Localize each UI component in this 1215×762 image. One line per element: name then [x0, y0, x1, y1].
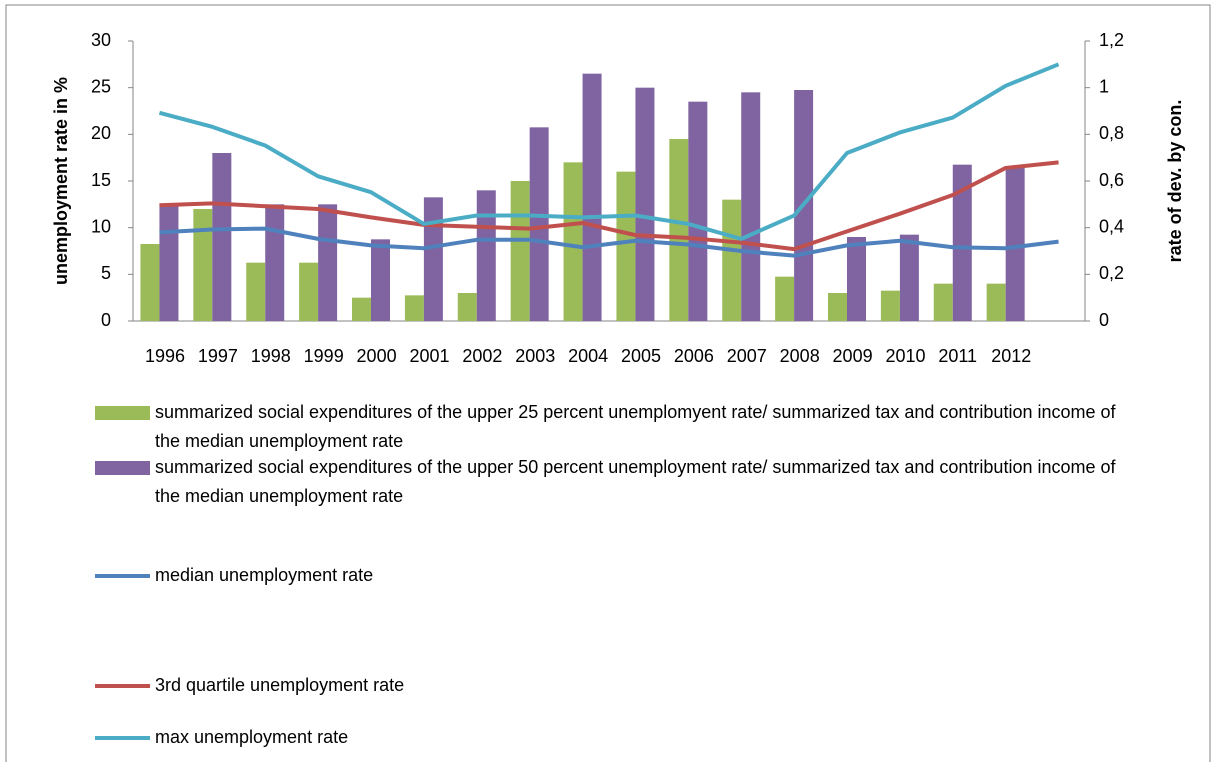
legend-label: median unemployment rate	[155, 565, 374, 585]
x-tick-label: 1997	[198, 346, 238, 366]
line	[159, 226, 1059, 258]
y2-tick-label: 0,6	[1099, 170, 1124, 190]
x-tick-label: 2003	[515, 346, 555, 366]
bar	[140, 244, 160, 321]
bar	[299, 262, 319, 321]
bar	[212, 153, 232, 321]
bar	[476, 190, 496, 321]
bar	[616, 171, 636, 321]
x-tick-label: 2009	[833, 346, 873, 366]
bar	[318, 204, 338, 321]
y2-tick-label: 0,4	[1099, 216, 1124, 236]
chart-frame	[5, 4, 1211, 762]
legend-swatch	[95, 461, 150, 475]
legend-label: 3rd quartile unemployment rate	[155, 675, 405, 695]
x-tick-label: 2005	[621, 346, 661, 366]
bar	[265, 204, 285, 321]
y-tick-label: 0	[101, 310, 111, 330]
bar	[457, 293, 477, 321]
line	[158, 62, 1060, 241]
bar	[899, 234, 919, 321]
legend-label: summarized social expenditures of the up…	[155, 457, 1116, 506]
bar	[529, 127, 549, 321]
legend-label: summarized social expenditures of the up…	[155, 402, 1116, 451]
bar	[193, 209, 213, 321]
line	[159, 160, 1059, 252]
x-tick-label: 2001	[409, 346, 449, 366]
bar	[159, 204, 179, 321]
x-tick-label: 1998	[251, 346, 291, 366]
y-tick-label: 5	[101, 263, 111, 283]
bar	[582, 73, 602, 322]
bar	[510, 181, 530, 321]
x-tick-label: 2006	[674, 346, 714, 366]
x-tick-label: 2012	[991, 346, 1031, 366]
x-tick-label: 2004	[568, 346, 608, 366]
x-tick-label: 2010	[885, 346, 925, 366]
y-tick-label: 25	[91, 76, 111, 96]
y2-tick-label: 0	[1099, 310, 1109, 330]
bar	[775, 276, 795, 321]
bar	[1005, 167, 1025, 321]
x-tick-label: 2008	[780, 346, 820, 366]
bar	[688, 101, 708, 322]
x-tick-label: 2007	[727, 346, 767, 366]
bar	[563, 162, 583, 321]
x-tick-label: 2011	[938, 346, 977, 366]
bar	[952, 164, 972, 321]
x-tick-label: 2000	[357, 346, 397, 366]
bar	[404, 295, 424, 321]
bar	[741, 92, 761, 321]
y-axis-label: unemployment rate in %	[51, 77, 71, 285]
bar	[423, 197, 443, 321]
y2-axis-label: rate of dev. by con.	[1165, 100, 1185, 263]
x-tick-label: 1999	[304, 346, 344, 366]
y2-tick-label: 1	[1099, 76, 1109, 96]
y-tick-label: 15	[91, 170, 111, 190]
y2-tick-label: 0,2	[1099, 263, 1124, 283]
bar	[246, 262, 266, 321]
bar	[847, 237, 866, 321]
x-tick-label: 1996	[145, 346, 185, 366]
y-tick-label: 10	[91, 216, 111, 236]
bar	[371, 239, 390, 321]
bar	[828, 293, 847, 321]
bar	[933, 283, 953, 321]
legend-swatch	[95, 406, 150, 420]
x-tick-label: 2002	[462, 346, 502, 366]
y2-tick-label: 1,2	[1099, 30, 1124, 50]
bar	[669, 139, 689, 321]
y-tick-label: 30	[91, 30, 111, 50]
y-tick-label: 20	[91, 123, 111, 143]
bar	[986, 283, 1006, 321]
y2-tick-label: 0,8	[1099, 123, 1124, 143]
legend-label: max unemployment rate	[155, 727, 349, 747]
bar	[880, 290, 900, 321]
bar	[722, 199, 742, 321]
bar	[635, 87, 655, 322]
bar	[352, 297, 371, 321]
